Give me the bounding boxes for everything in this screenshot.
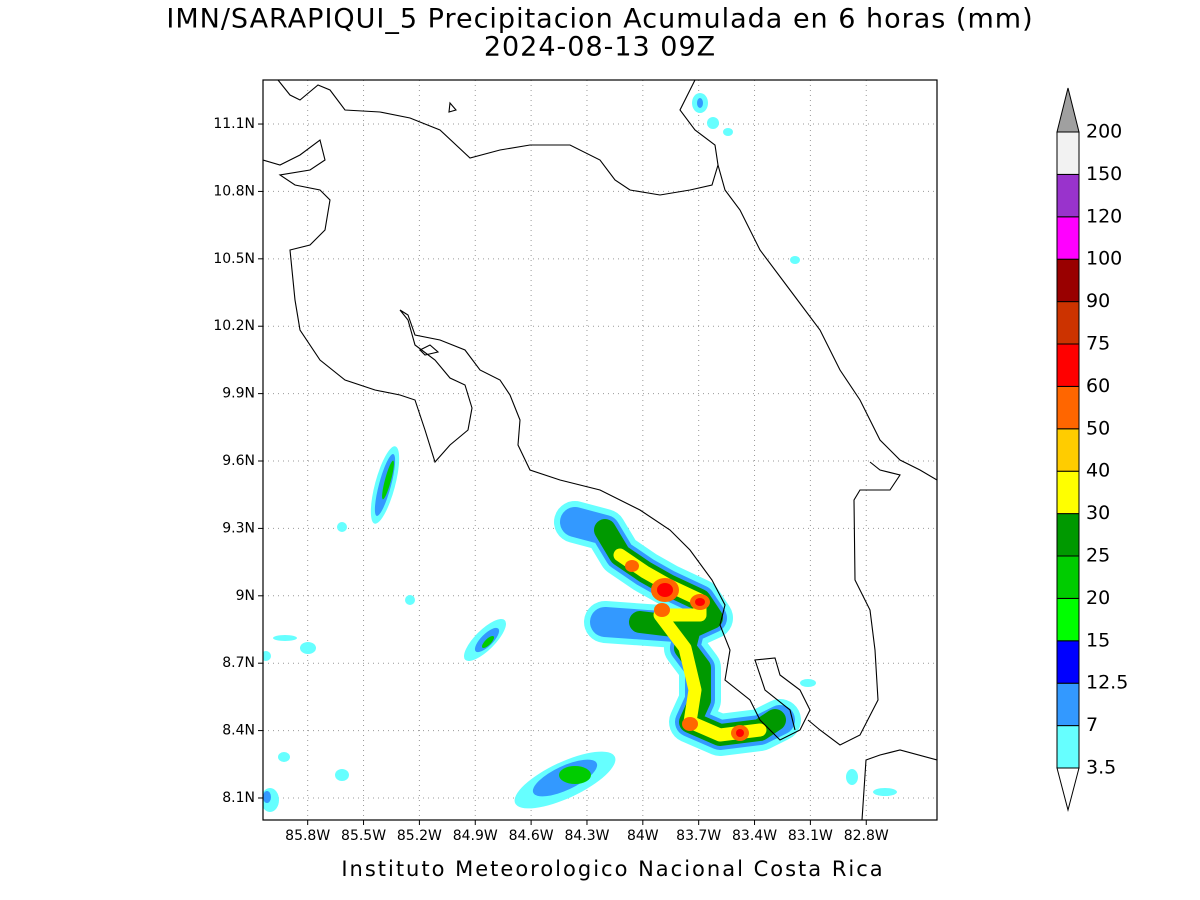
precip-field [263,80,937,820]
title: IMN/SARAPIQUI_5 Precipitacion Acumulada … [166,4,1033,35]
colorbar-box [1056,216,1080,260]
colorbar-box [1056,640,1080,684]
y-tick-label: 8.7N [222,655,255,671]
y-tick-label: 9.6N [222,453,255,469]
y-tick-label: 9.9N [222,386,255,402]
colorbar-box [1056,470,1080,515]
colorbar-label: 120 [1086,205,1122,227]
y-tick-label: 10.5N [213,251,255,267]
colorbar-box [1056,597,1080,642]
colorbar-high-triangle [1056,87,1080,133]
y-tick-label: 10.8N [213,183,255,199]
colorbar-box [1056,555,1080,599]
grid [263,80,937,820]
colorbar-box [1056,725,1080,769]
colorbar-label: 200 [1086,121,1122,143]
x-tick-label: 85.2W [397,828,442,844]
colorbar-label: 60 [1086,375,1110,397]
colorbar: 3.5 7 12.5 15 20 25 30 40 50 60 75 90 100 120 150 200 [1056,87,1128,812]
colorbar-label: 50 [1086,417,1110,439]
colorbar-label: 100 [1086,248,1122,270]
colorbar-box [1056,258,1080,303]
colorbar-box [1056,301,1080,345]
colorbar-label: 150 [1086,163,1122,185]
colorbar-box [1056,682,1080,727]
colorbar-low-triangle [1056,767,1080,812]
x-tick-label: 85.8W [285,828,330,844]
credit: Instituto Meteorologico Nacional Costa R… [341,857,884,881]
colorbar-box [1056,131,1080,175]
x-tick-label: 82.8W [844,828,889,844]
colorbar-label: 20 [1086,587,1110,609]
colorbar-label: 12.5 [1086,672,1128,694]
ticks: 85.8W 85.5W 85.2W 84.9W 84.6W 84.3W 84W 83.7W 83… [213,116,889,844]
colorbar-label: 30 [1086,502,1110,524]
subtitle: 2024-08-13 09Z [484,32,716,63]
colorbar-box [1056,343,1080,387]
colorbar-box [1056,428,1080,472]
colorbar-label: 7 [1086,714,1098,736]
colorbar-box [1056,385,1080,430]
x-tick-label: 84.3W [564,828,609,844]
y-tick-label: 9N [236,588,255,604]
x-tick-label: 84W [627,828,659,844]
plot-frame [262,79,938,821]
y-tick-label: 10.2N [213,318,255,334]
x-tick-label: 83.4W [732,828,777,844]
colorbar-label: 90 [1086,290,1110,312]
y-tick-label: 9.3N [222,520,255,536]
colorbar-box [1056,513,1080,557]
y-tick-label: 11.1N [213,116,255,132]
colorbar-label: 3.5 [1086,757,1116,779]
x-tick-label: 83.7W [676,828,721,844]
colorbar-label: 75 [1086,333,1110,355]
y-tick-label: 8.1N [222,790,255,806]
x-tick-label: 84.9W [453,828,498,844]
x-tick-label: 84.6W [509,828,554,844]
colorbar-label: 40 [1086,460,1110,482]
colorbar-label: 15 [1086,629,1110,651]
colorbar-label: 25 [1086,545,1110,567]
x-tick-label: 83.1W [788,828,833,844]
x-tick-label: 85.5W [341,828,386,844]
colorbar-box [1056,173,1080,218]
y-tick-label: 8.4N [222,723,255,739]
